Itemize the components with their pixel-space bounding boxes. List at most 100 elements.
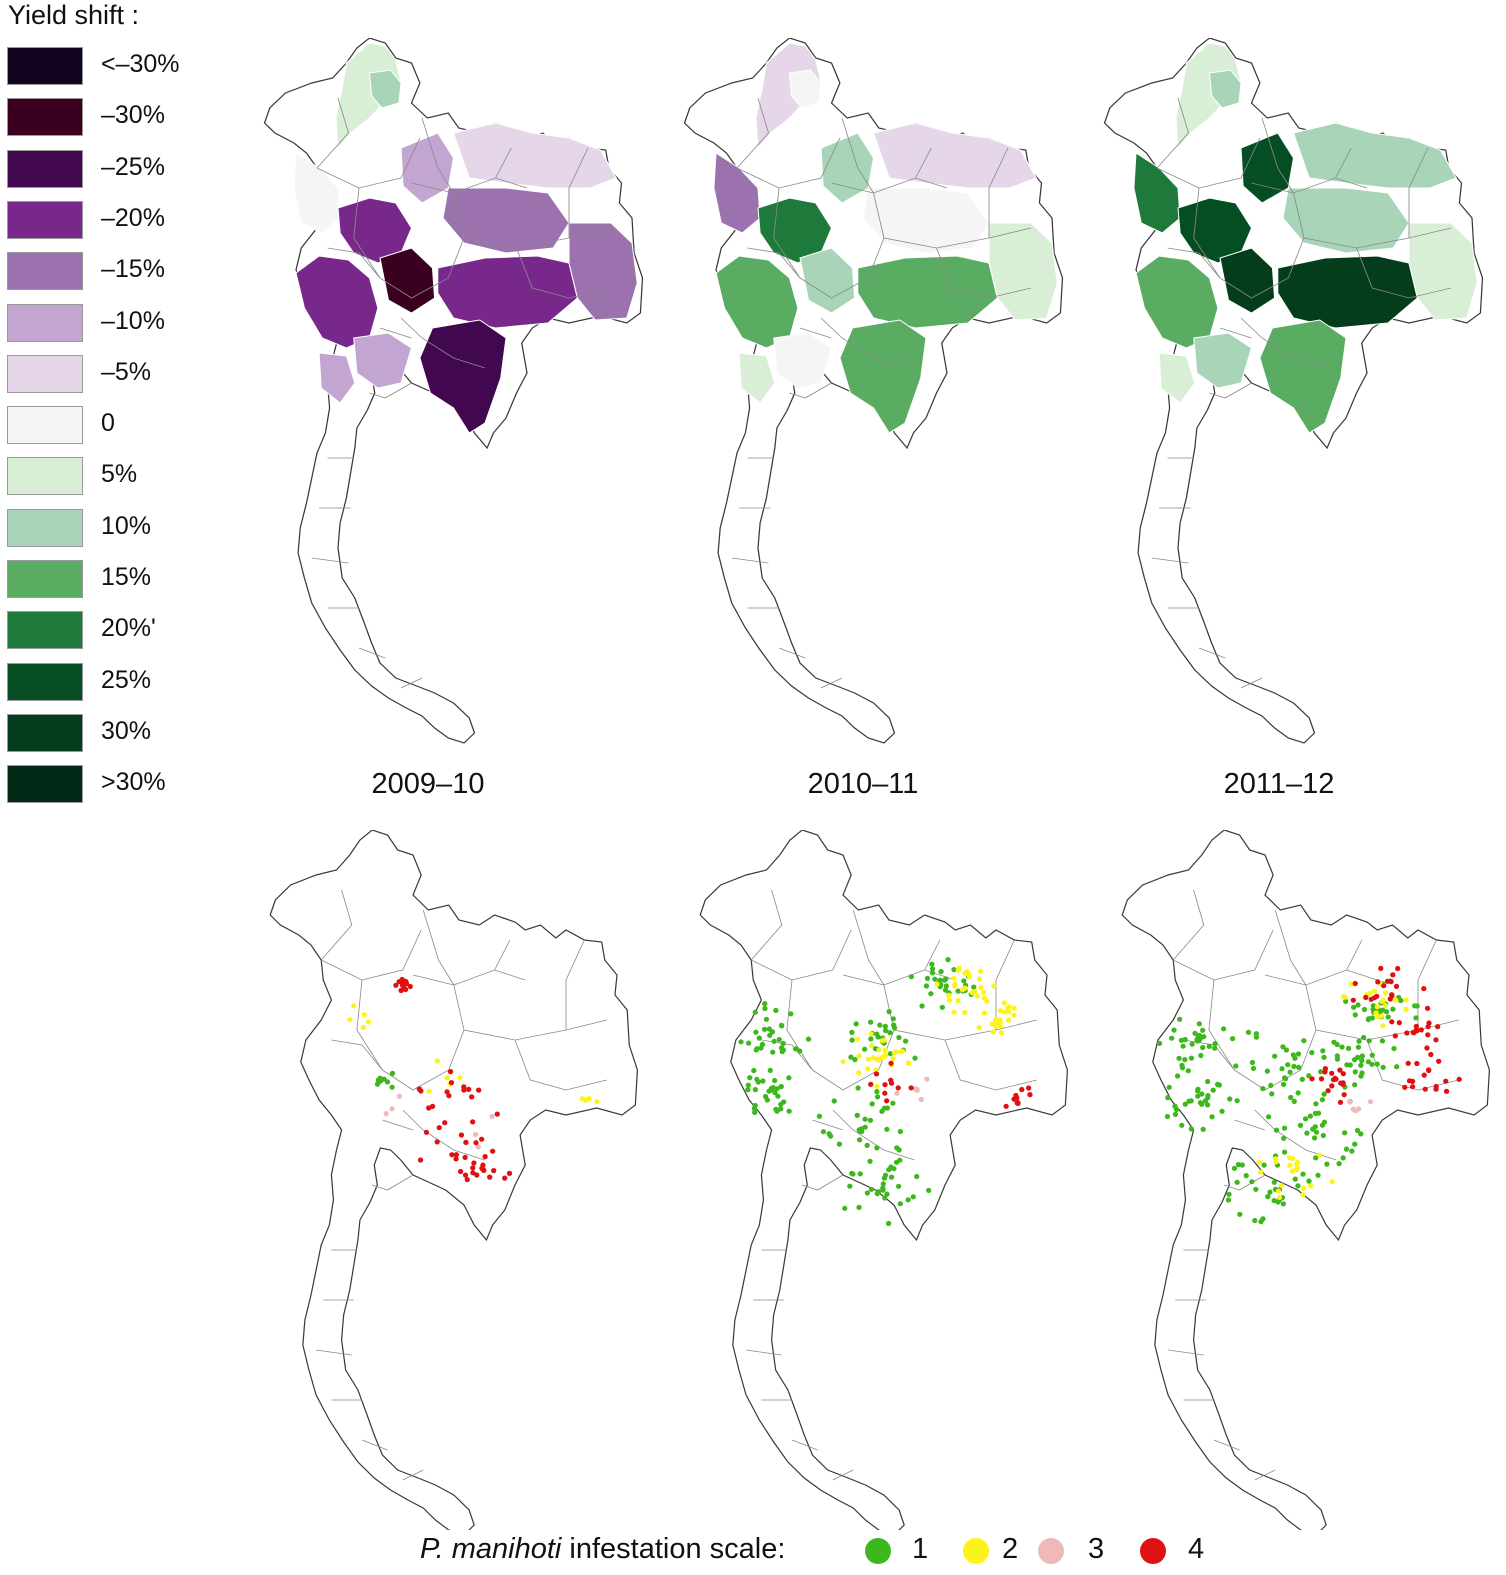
infestation-point-level-1 xyxy=(1336,1161,1342,1167)
infestation-point-level-4 xyxy=(882,1082,888,1088)
infestation-point-level-2 xyxy=(1300,1192,1306,1198)
infestation-point-level-4 xyxy=(1422,1086,1428,1092)
province-border xyxy=(1151,557,1189,564)
infestation-point-level-1 xyxy=(882,1195,888,1201)
infestation-point-level-4 xyxy=(434,1139,440,1145)
region-south-west xyxy=(318,352,356,404)
infestation-point-level-4 xyxy=(888,1080,895,1086)
infestation-point-level-1 xyxy=(1200,1126,1206,1132)
infestation-point-level-1 xyxy=(955,988,961,994)
infestation-point-level-4 xyxy=(476,1087,482,1093)
infestation-point-level-2 xyxy=(990,1029,996,1035)
infestation-point-level-4 xyxy=(1390,972,1396,978)
infestation-point-level-1 xyxy=(1231,1165,1238,1171)
infestation-point-level-4 xyxy=(423,1129,430,1135)
infestation-point-level-1 xyxy=(908,974,914,980)
infestation-point-level-2 xyxy=(997,1017,1003,1023)
infestation-point-level-1 xyxy=(875,1189,882,1195)
infestation-point-level-2 xyxy=(977,968,984,974)
province-border xyxy=(1156,137,1261,189)
infestation-point-level-1 xyxy=(1358,1131,1364,1137)
infestation-point-level-4 xyxy=(884,1098,890,1104)
province-border xyxy=(746,1349,782,1356)
infestation-point-level-4 xyxy=(1435,1024,1441,1030)
infestation-point-level-1 xyxy=(924,975,931,981)
infestation-point-level-2 xyxy=(879,1038,886,1044)
infestation-point-level-4 xyxy=(1425,1024,1431,1030)
infestation-point-level-1 xyxy=(1209,1114,1215,1120)
infestation-point-level-4 xyxy=(473,1140,479,1146)
province-border xyxy=(1224,1174,1266,1191)
province-border xyxy=(1167,247,1221,279)
infestation-point-level-1 xyxy=(868,1186,875,1192)
infestation-point-level-1 xyxy=(1344,1062,1350,1068)
infestation-point-level-2 xyxy=(1329,1179,1335,1185)
infestation-point-level-1 xyxy=(888,1174,895,1180)
province-border xyxy=(1240,677,1263,689)
infestation-point-level-1 xyxy=(1358,1073,1364,1079)
infestation-point-level-4 xyxy=(1322,1066,1329,1072)
infestation-point-level-2 xyxy=(952,983,958,989)
infestation-point-level-1 xyxy=(932,976,938,982)
infestation-point-level-2 xyxy=(1001,1000,1008,1006)
infestation-point-level-4 xyxy=(1388,979,1394,985)
infestation-point-level-4 xyxy=(1340,1071,1346,1077)
infestation-point-level-1 xyxy=(1306,1073,1312,1079)
infestation-point-level-4 xyxy=(471,1160,477,1166)
infestation-point-level-1 xyxy=(1390,1006,1396,1012)
region-north-upper xyxy=(335,42,402,150)
infestation-point-level-4 xyxy=(1456,1076,1462,1082)
legend-swatch xyxy=(7,406,83,445)
infestation-point-level-4 xyxy=(1318,1076,1325,1082)
infestation-point-level-1 xyxy=(1280,1044,1286,1050)
infestation-point-level-4 xyxy=(1428,1051,1434,1058)
infestation-point-level-2 xyxy=(1382,990,1389,996)
region-west xyxy=(1135,255,1219,349)
infestation-point-level-4 xyxy=(1337,1067,1343,1073)
infestation-point-level-1 xyxy=(1272,1053,1278,1059)
infestation-point-level-1 xyxy=(867,1158,873,1164)
province-border xyxy=(1408,147,1429,238)
infestation-point-level-4 xyxy=(1421,1072,1427,1078)
infestation-point-level-2 xyxy=(955,997,961,1004)
infestation-point-level-1 xyxy=(1194,1088,1201,1094)
infestation-point-level-2 xyxy=(876,1057,882,1063)
infestation-point-level-1 xyxy=(1156,1040,1163,1046)
infestation-point-level-2 xyxy=(998,1030,1005,1036)
infestation-point-level-1 xyxy=(886,1167,892,1173)
infestation-point-level-1 xyxy=(1324,1161,1330,1167)
infestation-point-level-1 xyxy=(1179,1122,1185,1128)
infestation-point-level-1 xyxy=(1355,1044,1362,1050)
infestation-point-level-1 xyxy=(856,1127,862,1133)
infestation-point-level-1 xyxy=(1169,1035,1175,1041)
infestation-point-level-4 xyxy=(1368,996,1374,1002)
infestation-map-1 xyxy=(269,830,639,1530)
infestation-point-level-1 xyxy=(1192,1030,1198,1036)
infestation-point-level-1 xyxy=(874,1094,881,1100)
infestation-point-level-2 xyxy=(351,1003,357,1009)
province-border xyxy=(1264,969,1378,986)
region-northeast-north xyxy=(1292,122,1457,189)
infestation-point-level-2 xyxy=(955,967,962,973)
infestation-point-level-4 xyxy=(417,1157,424,1163)
infestation-point-level-1 xyxy=(1311,1135,1318,1141)
province-border xyxy=(1234,1029,1317,1091)
province-border xyxy=(773,187,801,279)
infestation-point-level-4 xyxy=(1443,1078,1449,1084)
legend-label: –10% xyxy=(101,306,165,335)
infestation-point-level-1 xyxy=(1271,1179,1277,1185)
infestation-point-level-1 xyxy=(1280,1081,1287,1087)
infestation-point-level-2 xyxy=(1348,981,1354,987)
infestation-point-level-4 xyxy=(1332,1075,1338,1081)
legend-swatch xyxy=(7,98,83,137)
infestation-point-level-1 xyxy=(1243,1173,1249,1179)
infestation-point-level-1 xyxy=(1182,1057,1188,1063)
infestation-point-level-1 xyxy=(880,1181,886,1187)
infestation-point-level-1 xyxy=(1253,1034,1260,1040)
infestation-point-level-1 xyxy=(1290,1052,1297,1058)
infestation-point-level-2 xyxy=(1006,1009,1012,1015)
infestation-point-level-1 xyxy=(1295,1051,1302,1057)
province-border xyxy=(750,889,783,961)
infestation-point-level-1 xyxy=(926,1187,932,1193)
province-border xyxy=(1366,1039,1459,1091)
